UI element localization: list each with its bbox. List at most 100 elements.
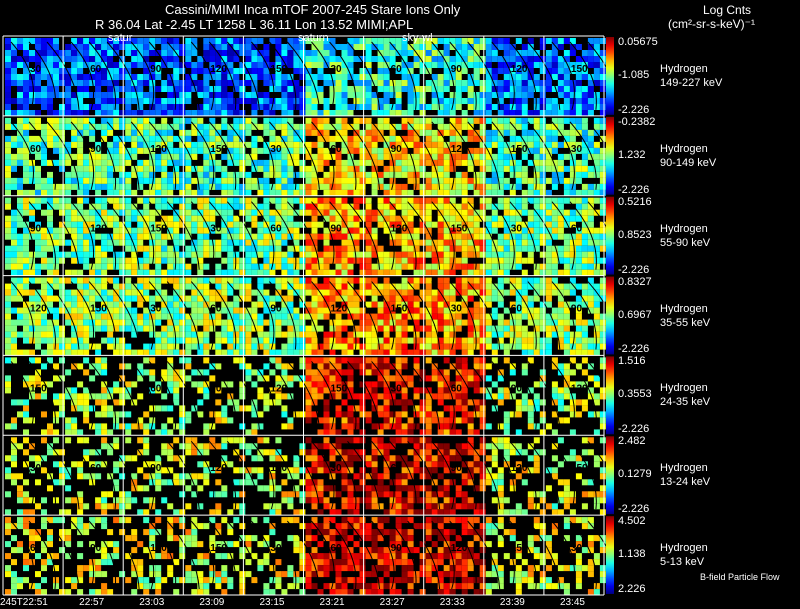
pixel-cell <box>23 405 29 412</box>
pixel-cell <box>545 159 552 166</box>
pixel-cell <box>281 411 288 418</box>
pixel-cell <box>11 295 17 302</box>
pixel-cell <box>173 159 180 166</box>
pixel-cell <box>281 319 288 326</box>
pixel-cell <box>365 343 372 350</box>
pixel-cell <box>47 239 53 246</box>
pixel-cell <box>125 263 132 270</box>
pixel-cell <box>377 171 384 178</box>
pixel-cell <box>491 56 498 62</box>
pixel-cell <box>599 289 606 296</box>
pixel-cell <box>599 159 606 166</box>
pixel-cell <box>389 283 396 290</box>
pixel-cell <box>431 141 438 148</box>
pixel-cell <box>53 239 59 246</box>
pixel-cell <box>101 233 108 240</box>
pixel-cell <box>77 269 84 276</box>
pixel-cell <box>221 307 228 314</box>
pixel-cell <box>323 295 330 302</box>
pixel-cell <box>341 239 348 246</box>
pixel-cell <box>527 349 534 356</box>
pixel-cell <box>575 325 582 332</box>
pixel-cell <box>239 129 246 136</box>
pixel-cell <box>53 251 59 258</box>
pixel-cell <box>401 357 408 364</box>
pixel-cell <box>263 295 270 302</box>
pixel-cell <box>377 221 384 228</box>
pixel-cell <box>215 44 222 50</box>
pixel-cell <box>497 135 504 142</box>
pixel-cell <box>89 245 96 252</box>
pixel-cell <box>203 183 210 190</box>
pixel-cell <box>257 283 264 290</box>
pixel-cell <box>593 331 600 338</box>
pixel-cell <box>197 277 204 284</box>
pixel-cell <box>77 92 84 98</box>
pixel-cell <box>431 117 438 124</box>
pixel-cell <box>509 245 516 252</box>
pixel-cell <box>515 159 522 166</box>
pixel-cell <box>23 277 29 284</box>
pixel-cell <box>263 165 270 172</box>
pixel-cell <box>191 68 198 74</box>
pixel-cell <box>125 221 132 228</box>
pixel-cell <box>281 215 288 222</box>
pixel-cell <box>149 80 156 86</box>
pixel-cell <box>281 251 288 258</box>
pixel-cell <box>263 74 270 80</box>
pixel-cell <box>71 363 78 370</box>
pixel-cell <box>209 301 216 308</box>
pixel-cell <box>533 183 540 190</box>
pixel-cell <box>521 197 528 204</box>
pixel-cell <box>599 153 606 160</box>
pixel-cell <box>263 289 270 296</box>
pixel-cell <box>287 343 294 350</box>
pixel-cell <box>413 153 420 160</box>
pixel-cell <box>401 50 408 56</box>
pixel-cell <box>143 233 150 240</box>
pixel-cell <box>491 257 498 264</box>
pixel-cell <box>443 387 450 394</box>
pixel-cell <box>263 301 270 308</box>
pixel-cell <box>329 363 336 370</box>
pixel-cell <box>401 319 408 326</box>
pixel-cell <box>593 171 600 178</box>
pixel-cell <box>371 363 378 370</box>
pixel-cell <box>425 289 432 296</box>
pixel-cell <box>125 62 132 68</box>
pixel-cell <box>155 343 162 350</box>
pixel-cell <box>407 141 414 148</box>
pixel-cell <box>413 263 420 270</box>
pixel-cell <box>287 171 294 178</box>
pixel-cell <box>233 357 240 364</box>
pixel-cell <box>293 98 300 104</box>
pixel-cell <box>173 239 180 246</box>
pixel-cell <box>191 215 198 222</box>
pixel-cell <box>107 68 114 74</box>
pixel-cell <box>467 343 474 350</box>
pixel-cell <box>281 123 288 130</box>
pixel-cell <box>449 189 456 196</box>
pixel-cell <box>287 104 294 110</box>
pixel-cell <box>473 325 480 332</box>
pixel-cell <box>293 263 300 270</box>
pixel-cell <box>503 325 510 332</box>
pixel-cell <box>191 369 198 376</box>
pixel-cell <box>335 233 342 240</box>
pixel-cell <box>581 110 588 116</box>
pixel-cell <box>467 74 474 80</box>
pixel-cell <box>209 68 216 74</box>
pixel-cell <box>41 325 47 332</box>
pixel-cell <box>119 147 126 154</box>
pixel-cell <box>401 387 408 394</box>
pixel-cell <box>509 110 516 116</box>
pixel-cell <box>281 227 288 234</box>
pixel-cell <box>149 197 156 204</box>
pixel-cell <box>479 423 486 430</box>
pixel-cell <box>323 307 330 314</box>
pixel-cell <box>539 92 546 98</box>
pixel-cell <box>143 92 150 98</box>
pixel-cell <box>131 189 138 196</box>
pixel-cell <box>515 325 522 332</box>
pixel-cell <box>443 197 450 204</box>
